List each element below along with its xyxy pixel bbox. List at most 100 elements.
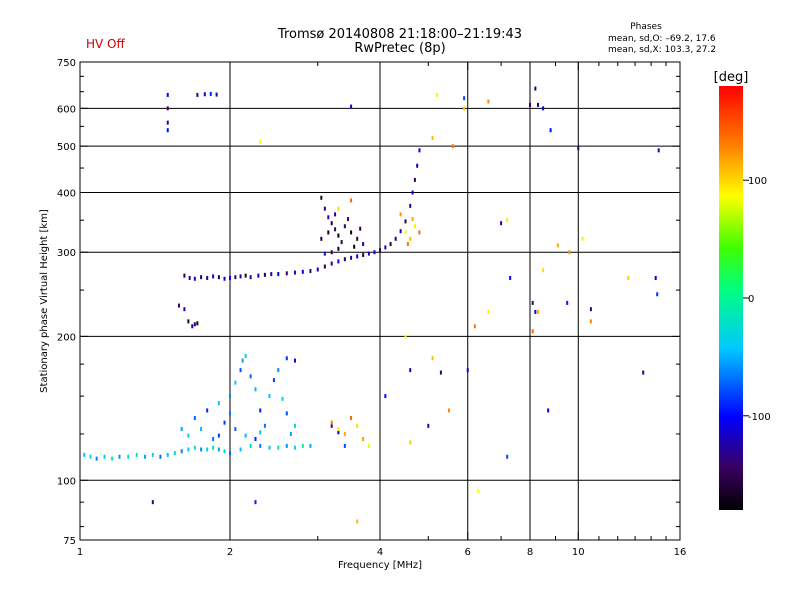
data-point: [127, 454, 130, 459]
data-point: [166, 92, 169, 97]
data-point: [394, 236, 397, 241]
data-point: [589, 307, 592, 312]
data-point: [427, 423, 430, 428]
data-point: [477, 488, 480, 493]
data-point: [447, 408, 450, 413]
x-axis: 1 2 4 6 8 10 16: [77, 62, 686, 558]
data-point: [418, 230, 421, 235]
data-point: [187, 319, 190, 324]
data-point: [143, 454, 146, 459]
data-point: [187, 433, 190, 438]
data-point: [229, 275, 231, 280]
data-point: [337, 427, 340, 432]
data-point: [362, 436, 365, 441]
data-point: [223, 420, 226, 425]
data-point: [223, 276, 226, 281]
data-point: [409, 203, 412, 208]
data-point: [627, 275, 630, 280]
data-point: [229, 411, 231, 416]
colorbar-label: [deg]: [714, 70, 749, 85]
data-point: [334, 212, 337, 217]
data-point: [350, 104, 353, 109]
data-point: [200, 275, 203, 280]
data-point: [285, 356, 288, 361]
data-point: [359, 226, 362, 231]
data-point: [239, 447, 242, 452]
data-point: [217, 447, 220, 452]
data-point: [323, 206, 326, 211]
data-point: [330, 250, 333, 255]
data-point: [431, 356, 434, 361]
data-point: [183, 273, 186, 278]
data-point: [272, 378, 275, 383]
data-point: [343, 431, 346, 436]
data-point: [254, 500, 257, 505]
data-point: [487, 99, 490, 104]
data-point: [212, 445, 215, 450]
data-point: [212, 274, 215, 279]
data-point: [356, 254, 359, 259]
data-point: [556, 243, 559, 248]
data-point: [534, 86, 537, 91]
data-point: [399, 229, 402, 234]
data-point: [577, 146, 580, 151]
data-point: [435, 92, 438, 97]
data-point: [309, 269, 312, 274]
data-point: [215, 92, 218, 97]
data-point: [151, 500, 154, 505]
data-point: [239, 368, 242, 373]
data-point: [293, 358, 296, 363]
data-point: [350, 198, 353, 203]
data-point: [373, 250, 376, 255]
data-point: [466, 368, 469, 373]
chart-subtitle: RwPretec (8p): [354, 41, 446, 56]
data-point: [301, 443, 304, 448]
data-point: [350, 230, 353, 235]
data-point: [183, 307, 186, 312]
data-point: [362, 253, 365, 258]
data-point: [187, 447, 190, 452]
y-axis-title: Stationary phase Virtual Height [km]: [39, 209, 50, 393]
data-point: [135, 452, 138, 457]
hv-status-label: HV Off: [86, 37, 125, 51]
data-point: [431, 136, 434, 141]
data-point: [285, 271, 288, 276]
data-point: [257, 273, 260, 278]
colorbar-tick-label: 100: [748, 176, 767, 187]
data-point: [399, 212, 402, 217]
y-tick-label: 500: [57, 142, 76, 153]
data-point: [356, 423, 359, 428]
data-point: [177, 303, 180, 308]
data-point: [244, 433, 247, 438]
data-point: [451, 144, 454, 149]
data-point: [95, 456, 98, 461]
data-point: [406, 242, 409, 247]
data-point: [367, 251, 370, 256]
data-point: [193, 445, 196, 450]
data-point: [411, 217, 414, 222]
data-point: [166, 120, 169, 125]
data-point: [89, 454, 92, 459]
data-point: [404, 230, 407, 235]
data-point: [159, 454, 162, 459]
data-point: [188, 275, 191, 280]
data-point: [259, 430, 262, 435]
data-point: [239, 274, 242, 279]
colorbar-ticks: 100 0 -100: [743, 176, 771, 423]
data-point: [281, 396, 284, 401]
phase-stats-o-mode: mean, sd,O: –69.2, 17.6: [608, 34, 716, 44]
data-point: [301, 269, 304, 274]
data-point: [118, 454, 121, 459]
data-point: [509, 275, 512, 280]
data-point: [223, 449, 226, 454]
data-point: [268, 445, 271, 450]
x-tick-label: 4: [377, 547, 383, 558]
data-point: [404, 334, 407, 339]
data-point: [416, 163, 419, 168]
data-point: [350, 415, 353, 420]
data-point: [330, 420, 333, 425]
data-point: [244, 353, 247, 358]
data-point: [217, 433, 220, 438]
y-tick-label: 100: [57, 476, 76, 487]
